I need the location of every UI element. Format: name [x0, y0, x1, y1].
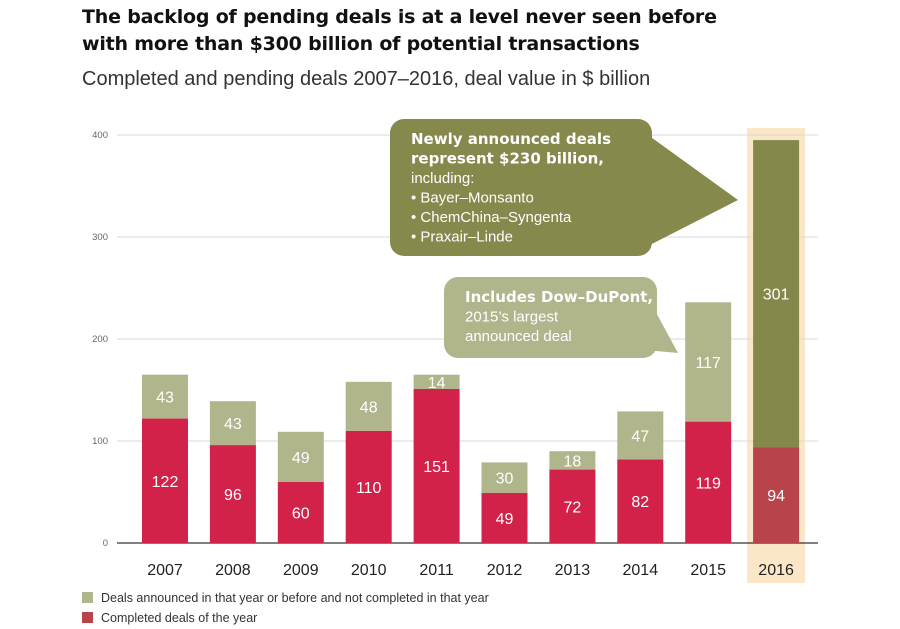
label-pending-2008: 43	[224, 416, 242, 433]
label-completed-2007: 122	[152, 474, 179, 491]
legend-label-pending: Deals announced in that year or before a…	[101, 591, 489, 605]
y-tick-label-0: 0	[103, 538, 108, 549]
callout_2015-line-1: announced deal	[465, 328, 572, 345]
label-pending-2010: 48	[360, 399, 378, 416]
x-tick-label-2009: 2009	[283, 562, 319, 579]
x-tick-label-2013: 2013	[555, 562, 591, 579]
title-line-2: with more than $300 billion of potential…	[82, 33, 640, 55]
label-completed-2015: 119	[695, 475, 721, 492]
x-tick-label-2011: 2011	[419, 562, 454, 579]
bar-completed-2011	[413, 388, 460, 543]
label-completed-2009: 60	[292, 505, 310, 522]
label-pending-2011: 14	[428, 375, 446, 392]
title-line-1: The backlog of pending deals is at a lev…	[82, 6, 717, 28]
legend-item-completed: Completed deals of the year	[82, 611, 257, 625]
bar-completed-2007	[142, 418, 188, 543]
label-pending-2009: 49	[292, 450, 310, 467]
bar-completed-2008	[209, 445, 256, 543]
y-tick-label-400: 400	[92, 130, 108, 141]
y-tick-label-300: 300	[92, 232, 108, 243]
label-completed-2016: 94	[767, 488, 785, 505]
chart-subtitle: Completed and pending deals 2007–2016, d…	[82, 68, 651, 90]
x-tick-label-2010: 2010	[351, 562, 387, 579]
callout_2016-line-1: • Bayer–Monsanto	[411, 190, 534, 207]
bar-pending-2010	[345, 381, 392, 431]
bar-completed-2015	[685, 421, 732, 543]
y-tick-label-100: 100	[92, 436, 108, 447]
legend-label-completed: Completed deals of the year	[101, 611, 258, 625]
callout_2016-line-0: including:	[411, 170, 474, 187]
legend-swatch-completed	[82, 612, 93, 623]
label-pending-2013: 18	[564, 453, 582, 470]
bar-pending-2013	[549, 451, 596, 470]
bar-pending-2011	[413, 374, 460, 389]
y-tick-label-200: 200	[92, 334, 108, 345]
bar-pending-2012	[481, 462, 528, 494]
label-pending-2016: 301	[763, 287, 790, 304]
bar-pending-2008	[209, 401, 256, 446]
legend-swatch-pending	[82, 592, 93, 603]
label-completed-2008: 96	[224, 487, 242, 504]
x-tick-label-2016: 2016	[758, 562, 794, 579]
bar-pending-2016	[753, 140, 800, 448]
x-tick-label-2008: 2008	[215, 562, 251, 579]
bar-completed-2014	[617, 459, 664, 543]
label-completed-2013: 72	[564, 499, 582, 516]
x-tick-label-2014: 2014	[623, 562, 659, 579]
x-tick-label-2012: 2012	[487, 562, 523, 579]
bar-completed-2013	[549, 469, 596, 543]
label-pending-2014: 47	[631, 428, 649, 445]
x-tick-label-2015: 2015	[690, 562, 726, 579]
bar-pending-2014	[617, 411, 664, 460]
label-completed-2011: 151	[423, 459, 450, 476]
bar-completed-2012	[481, 493, 528, 543]
callout_2016-bold-line-1: represent $230 billion,	[411, 150, 604, 168]
label-pending-2007: 43	[156, 390, 174, 407]
x-tick-label-2007: 2007	[147, 562, 183, 579]
callout_2015-line-0: 2015’s largest	[465, 309, 559, 326]
callout_2016-tail	[630, 122, 738, 250]
label-completed-2014: 82	[631, 494, 649, 511]
bar-completed-2010	[345, 430, 392, 543]
legend-item-pending: Deals announced in that year or before a…	[82, 591, 489, 605]
bar-pending-2009	[277, 431, 324, 482]
callout_2015-box	[444, 277, 657, 358]
bar-completed-2009	[277, 481, 324, 543]
callout_2016-line-3: • Praxair–Linde	[411, 229, 513, 246]
callout_2015-bold-line-0: Includes Dow–DuPont,	[465, 288, 653, 306]
label-completed-2012: 49	[496, 511, 514, 528]
label-pending-2012: 30	[496, 471, 514, 488]
callout_2016-box	[390, 119, 652, 256]
bar-pending-2007	[142, 374, 188, 419]
callout_2016-line-2: • ChemChina–Syngenta	[411, 209, 572, 226]
label-completed-2010: 110	[356, 480, 382, 497]
chart-title: The backlog of pending deals is at a lev…	[82, 4, 882, 58]
label-pending-2015: 117	[695, 355, 721, 372]
callout_2016-bold-line-0: Newly announced deals	[411, 130, 611, 148]
bar-completed-2016	[753, 447, 800, 543]
bar-pending-2015	[685, 302, 732, 422]
